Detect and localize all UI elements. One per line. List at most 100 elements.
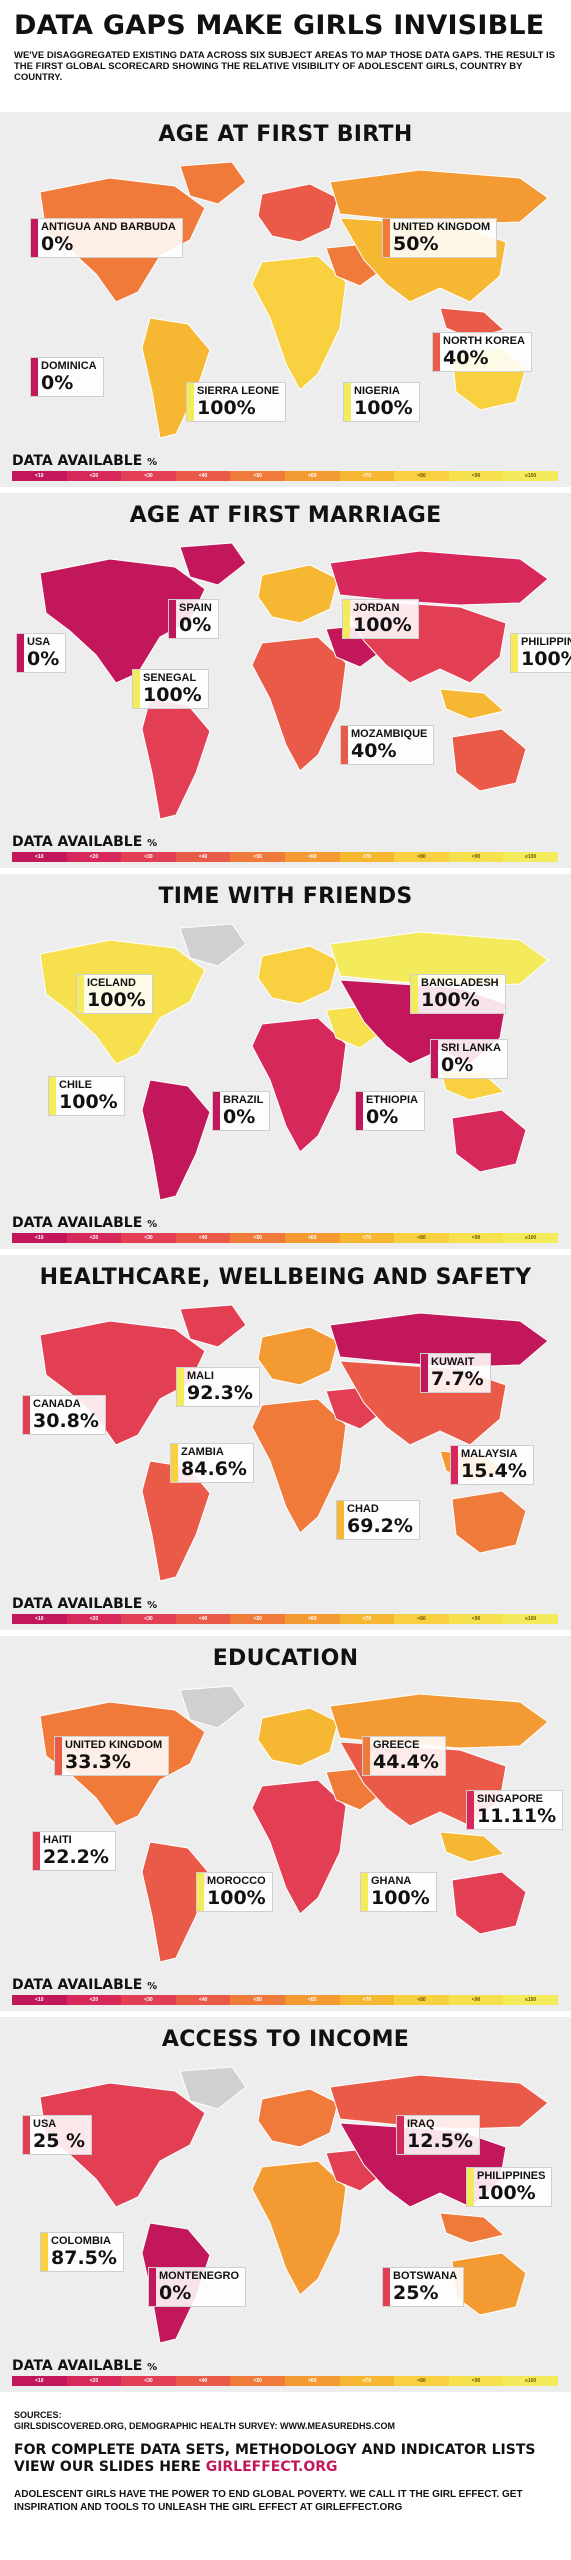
map-region-africa <box>251 1779 347 1915</box>
country-name: USA <box>27 636 51 648</box>
cta-link[interactable]: GIRLEFFECT.ORG <box>205 2459 338 2475</box>
country-value: 44.4% <box>373 1751 439 1773</box>
panel-title: TIME WITH FRIENDS <box>158 884 413 909</box>
map-region-australia <box>451 728 527 792</box>
map-region-southeast-asia <box>439 688 506 720</box>
country-name: MALAYSIA <box>461 1448 518 1460</box>
world-map <box>39 923 549 1201</box>
callout-color-swatch <box>17 634 24 672</box>
map-region-australia <box>451 1490 527 1554</box>
country-value: 100% <box>197 397 256 419</box>
country-value: 100% <box>521 648 571 670</box>
country-name: ETHIOPIA <box>366 1094 418 1106</box>
map-region-greenland <box>179 2066 247 2110</box>
country-value: 15.4% <box>461 1460 527 1482</box>
legend-tick: <10 <box>12 471 67 481</box>
country-value: 0% <box>41 372 74 394</box>
callout-color-swatch <box>171 1444 178 1482</box>
map-region-russia <box>329 1693 549 1749</box>
country-value: 100% <box>59 1091 118 1113</box>
legend-tick: <70 <box>339 1233 395 1243</box>
callout-color-swatch <box>363 1737 370 1775</box>
country-name: JORDAN <box>353 602 400 614</box>
legend-tick: <30 <box>121 1995 176 2005</box>
callout-color-swatch <box>383 2268 390 2306</box>
map-region-russia <box>329 550 549 606</box>
legend-tick: <80 <box>394 471 449 481</box>
map-region-europe <box>257 2088 339 2148</box>
legend-bar: <10 <20 <30 <40 <50 <60 <70 <80 <90 ≤100 <box>12 1614 558 1624</box>
callout-color-swatch <box>49 1077 56 1115</box>
legend-tick: <50 <box>230 852 285 862</box>
legend-bar: <10 <20 <30 <40 <50 <60 <70 <80 <90 ≤100 <box>12 1233 558 1243</box>
country-name: ANTIGUA AND BARBUDA <box>41 221 176 233</box>
legend-tick: <40 <box>175 1614 231 1624</box>
sources-text: GIRLSDISCOVERED.ORG, DEMOGRAPHIC HEALTH … <box>14 2421 396 2431</box>
country-value: 100% <box>371 1887 430 1909</box>
country-name: ICELAND <box>87 977 136 989</box>
country-name: BOTSWANA <box>393 2270 458 2282</box>
country-name: CHILE <box>59 1079 92 1091</box>
country-value: 100% <box>477 2182 536 2204</box>
country-name: GHANA <box>371 1875 412 1887</box>
legend-tick: <50 <box>230 2376 285 2386</box>
legend-label-text: DATA AVAILABLE <box>12 834 143 850</box>
map-region-europe <box>257 1707 339 1767</box>
country-value: 100% <box>421 989 480 1011</box>
closing-text: ADOLESCENT GIRLS HAVE THE POWER TO END G… <box>14 2489 523 2513</box>
country-name: UNITED KINGDOM <box>65 1739 163 1751</box>
footer: SOURCES: GIRLSDISCOVERED.ORG, DEMOGRAPHI… <box>0 2400 571 2560</box>
country-value: 25 % <box>33 2130 86 2152</box>
country-callout: SPAIN 0% <box>168 599 219 639</box>
country-callout: GHANA 100% <box>360 1872 437 1912</box>
legend-unit: % <box>147 457 158 468</box>
country-value: 40% <box>443 347 489 369</box>
legend-tick: <40 <box>175 471 231 481</box>
callout-color-swatch <box>41 2233 48 2271</box>
map-region-russia <box>329 931 549 987</box>
country-callout: IRAQ 12.5% <box>396 2115 480 2155</box>
legend-tick: <50 <box>230 1233 285 1243</box>
legend-tick: <10 <box>12 1614 67 1624</box>
country-callout: CANADA 30.8% <box>22 1395 106 1435</box>
map-region-south-america <box>141 1079 211 1201</box>
country-callout: DOMINICA 0% <box>30 357 104 397</box>
country-value: 22.2% <box>43 1846 109 1868</box>
legend-tick: <40 <box>175 852 231 862</box>
legend-tick: <90 <box>448 471 504 481</box>
map-region-africa <box>251 636 347 772</box>
country-value: 40% <box>351 740 397 762</box>
country-value: 7.7% <box>431 1368 484 1390</box>
country-value: 84.6% <box>181 1458 247 1480</box>
country-callout: SENEGAL 100% <box>132 669 209 709</box>
country-name: SRI LANKA <box>441 1042 501 1054</box>
country-value: 0% <box>27 648 60 670</box>
country-name: ZAMBIA <box>181 1446 224 1458</box>
callout-color-swatch <box>23 1396 30 1434</box>
country-name: UNITED KINGDOM <box>393 221 491 233</box>
country-callout: BOTSWANA 25% <box>382 2267 465 2307</box>
legend-label: DATA AVAILABLE % <box>12 453 157 469</box>
country-name: BRAZIL <box>223 1094 264 1106</box>
legend-tick: <20 <box>66 2376 122 2386</box>
map-region-north-america <box>39 1320 206 1446</box>
callout-color-swatch <box>31 219 38 257</box>
legend-tick: <70 <box>339 1995 395 2005</box>
country-callout: CHAD 69.2% <box>336 1500 420 1540</box>
callout-color-swatch <box>344 383 351 421</box>
panel-title: AGE AT FIRST BIRTH <box>158 122 413 147</box>
map-region-greenland <box>179 1304 247 1348</box>
country-callout: COLOMBIA 87.5% <box>40 2232 124 2272</box>
legend-tick: <80 <box>394 1995 449 2005</box>
panel-1: AGE AT FIRST BIRTH ANTIGUA AND BARBUDA 0% U… <box>0 112 571 487</box>
country-name: USA <box>33 2118 57 2130</box>
callout-color-swatch <box>433 333 440 371</box>
legend-tick: <10 <box>12 1233 67 1243</box>
country-value: 50% <box>393 233 439 255</box>
legend-tick: <50 <box>230 1614 285 1624</box>
country-value: 33.3% <box>65 1751 131 1773</box>
panel-title: EDUCATION <box>212 1646 359 1671</box>
callout-color-swatch <box>149 2268 156 2306</box>
callout-color-swatch <box>23 2116 30 2154</box>
